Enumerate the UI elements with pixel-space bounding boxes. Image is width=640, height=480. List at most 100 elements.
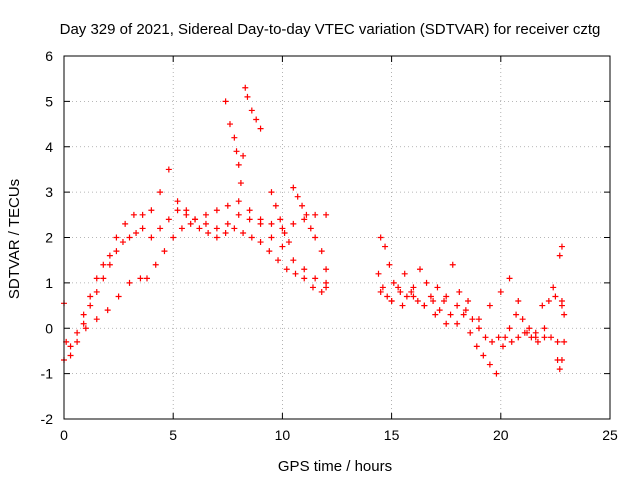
x-tick-label: 20 — [493, 427, 509, 443]
data-point — [148, 207, 155, 214]
data-point — [467, 329, 474, 336]
data-point — [126, 234, 133, 241]
data-point — [541, 325, 548, 332]
data-point — [277, 216, 284, 223]
data-point — [202, 220, 209, 227]
data-point — [410, 293, 417, 300]
data-point — [165, 216, 172, 223]
data-point — [231, 225, 238, 232]
data-point — [279, 243, 286, 250]
data-point — [441, 298, 448, 305]
data-point — [513, 311, 520, 318]
data-point — [242, 84, 249, 91]
data-point — [290, 184, 297, 191]
data-point — [323, 266, 330, 273]
data-point — [375, 270, 382, 277]
data-point — [152, 261, 159, 268]
data-point — [170, 234, 177, 241]
data-point — [519, 316, 526, 323]
data-point — [100, 261, 107, 268]
data-point — [408, 288, 415, 295]
data-point — [187, 220, 194, 227]
data-point — [475, 316, 482, 323]
data-point — [545, 298, 552, 305]
data-point — [489, 338, 496, 345]
data-point — [292, 270, 299, 277]
data-point — [486, 361, 493, 368]
data-point — [382, 243, 389, 250]
data-point — [248, 234, 255, 241]
data-point — [301, 216, 308, 223]
data-point — [119, 239, 126, 246]
data-point — [104, 307, 111, 314]
data-point — [432, 311, 439, 318]
data-point — [524, 329, 531, 336]
data-point — [307, 225, 314, 232]
data-point — [222, 229, 229, 236]
data-point — [395, 284, 402, 291]
x-tick-label: 25 — [602, 427, 618, 443]
data-point — [268, 189, 275, 196]
data-point — [556, 252, 563, 259]
series-e — [268, 184, 330, 273]
y-tick-label: 1 — [45, 275, 53, 291]
data-point — [539, 302, 546, 309]
data-point — [205, 229, 212, 236]
data-point — [397, 288, 404, 295]
data-point — [561, 338, 568, 345]
data-point — [447, 311, 454, 318]
series-d — [222, 84, 264, 187]
data-point — [388, 298, 395, 305]
data-point — [82, 325, 89, 332]
y-tick-label: 2 — [45, 230, 53, 246]
data-point — [196, 225, 203, 232]
data-point — [318, 248, 325, 255]
data-point — [454, 320, 461, 327]
data-point — [377, 234, 384, 241]
data-point — [386, 261, 393, 268]
data-point — [541, 334, 548, 341]
data-point — [240, 229, 247, 236]
x-axis-label: GPS time / hours — [278, 458, 392, 475]
data-points — [61, 84, 568, 377]
data-point — [133, 229, 140, 236]
data-point — [312, 234, 319, 241]
data-point — [552, 293, 559, 300]
data-point — [548, 334, 555, 341]
y-tick-label: 3 — [45, 184, 53, 200]
data-point — [139, 211, 146, 218]
data-point — [558, 302, 565, 309]
data-point — [515, 334, 522, 341]
data-point — [401, 270, 408, 277]
data-point — [80, 320, 87, 327]
data-point — [526, 325, 533, 332]
data-point — [87, 302, 94, 309]
data-point — [323, 284, 330, 291]
data-point — [100, 275, 107, 282]
gridlines — [64, 56, 610, 419]
data-point — [233, 148, 240, 155]
data-point — [231, 134, 238, 141]
data-point — [224, 220, 231, 227]
data-point — [237, 180, 244, 187]
data-point — [309, 284, 316, 291]
x-tick-label: 10 — [275, 427, 291, 443]
data-point — [74, 329, 81, 336]
data-point — [454, 302, 461, 309]
data-point — [178, 225, 185, 232]
data-point — [257, 239, 264, 246]
series-c — [82, 220, 330, 332]
data-point — [556, 366, 563, 373]
data-point — [202, 211, 209, 218]
data-point — [443, 320, 450, 327]
data-point — [377, 288, 384, 295]
data-point — [473, 343, 480, 350]
data-point — [157, 225, 164, 232]
x-tick-label: 15 — [384, 427, 400, 443]
data-point — [301, 275, 308, 282]
data-point — [248, 107, 255, 114]
series-g — [375, 270, 565, 377]
data-point — [74, 338, 81, 345]
data-point — [480, 352, 487, 359]
data-point — [460, 311, 467, 318]
